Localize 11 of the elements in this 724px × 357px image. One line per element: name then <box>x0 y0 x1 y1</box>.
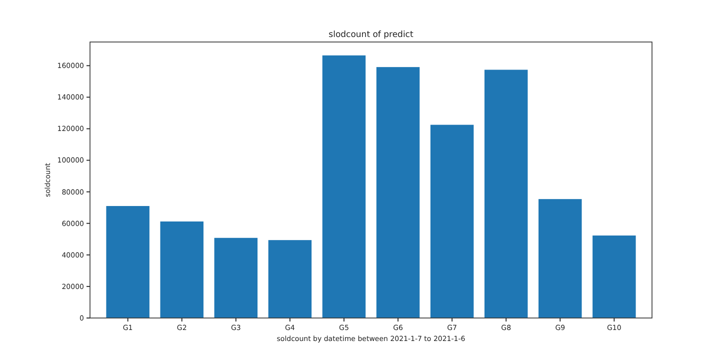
bar <box>268 240 312 318</box>
bar <box>430 124 474 318</box>
bar <box>376 67 420 318</box>
chart-title: slodcount of predict <box>328 30 414 40</box>
bar <box>106 206 150 318</box>
bar <box>322 55 366 318</box>
bar <box>484 70 528 318</box>
bar <box>538 199 582 318</box>
bar <box>592 236 636 318</box>
bar <box>160 221 204 318</box>
bar <box>214 238 258 318</box>
